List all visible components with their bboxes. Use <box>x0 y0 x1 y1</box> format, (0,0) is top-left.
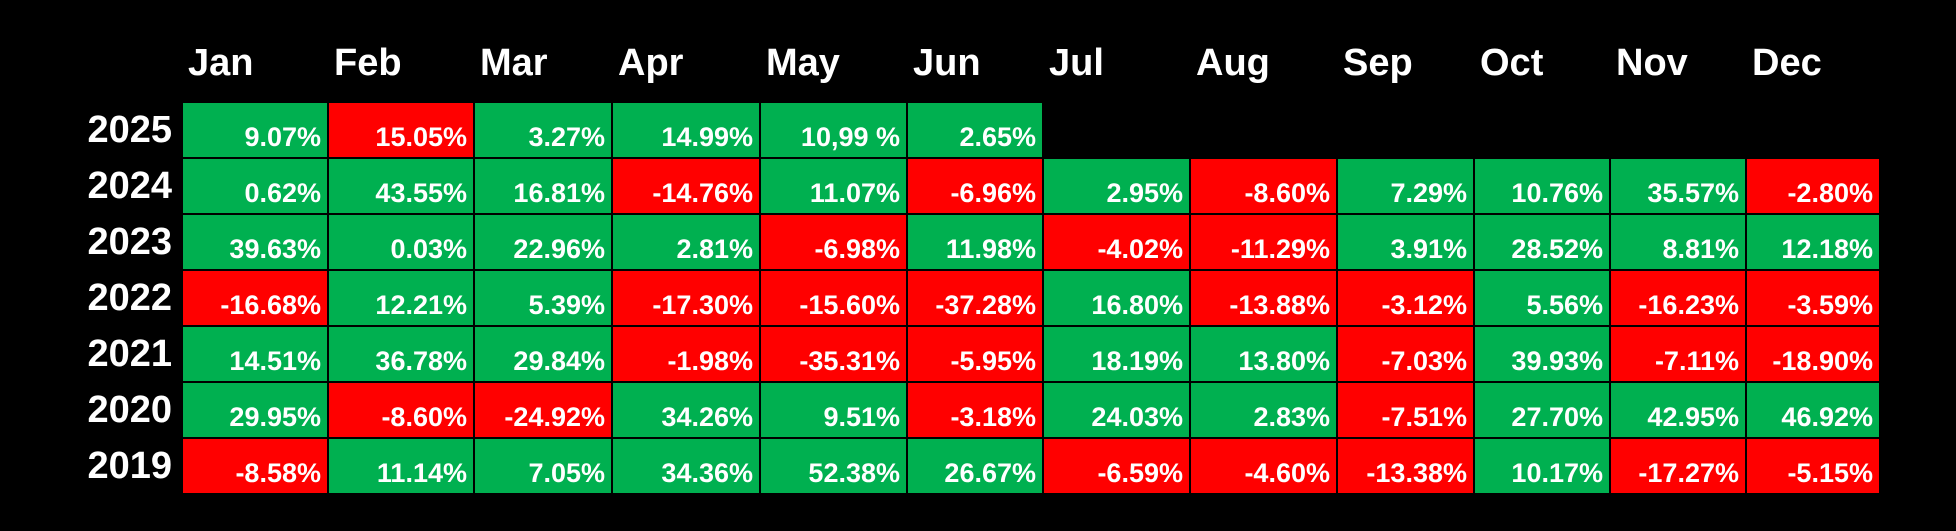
month-header-jul: Jul <box>1049 42 1104 84</box>
return-cell-2019-mar: 7.05% <box>474 438 612 494</box>
return-cell-2019-dec: -5.15% <box>1746 438 1880 494</box>
return-cell-2019-aug: -4.60% <box>1190 438 1337 494</box>
return-cell-2022-jan: -16.68% <box>182 270 328 326</box>
return-cell-2024-oct: 10.76% <box>1474 158 1610 214</box>
return-cell-2022-oct: 5.56% <box>1474 270 1610 326</box>
return-cell-2025-mar: 3.27% <box>474 102 612 158</box>
return-cell-2022-aug: -13.88% <box>1190 270 1337 326</box>
year-label-2020: 2020 <box>87 389 172 431</box>
return-cell-2023-jul: -4.02% <box>1043 214 1190 270</box>
return-cell-2021-oct: 39.93% <box>1474 326 1610 382</box>
return-cell-2024-sep: 7.29% <box>1337 158 1474 214</box>
return-cell-2025-jun: 2.65% <box>907 102 1043 158</box>
return-cell-2022-jun: -37.28% <box>907 270 1043 326</box>
return-cell-2021-jun: -5.95% <box>907 326 1043 382</box>
return-cell-2023-oct: 28.52% <box>1474 214 1610 270</box>
return-cell-2024-jun: -6.96% <box>907 158 1043 214</box>
return-cell-2023-apr: 2.81% <box>612 214 760 270</box>
return-cell-2023-feb: 0.03% <box>328 214 474 270</box>
return-cell-2020-apr: 34.26% <box>612 382 760 438</box>
return-cell-2021-mar: 29.84% <box>474 326 612 382</box>
return-cell-2019-sep: -13.38% <box>1337 438 1474 494</box>
return-cell-2024-apr: -14.76% <box>612 158 760 214</box>
return-cell-2021-jul: 18.19% <box>1043 326 1190 382</box>
return-cell-2020-mar: -24.92% <box>474 382 612 438</box>
return-cell-2022-jul: 16.80% <box>1043 270 1190 326</box>
year-label-2024: 2024 <box>87 165 172 207</box>
month-header-apr: Apr <box>618 42 684 84</box>
return-cell-2023-dec: 12.18% <box>1746 214 1880 270</box>
year-label-2022: 2022 <box>87 277 172 319</box>
return-cell-2025-may: 10,99 % <box>760 102 907 158</box>
return-cell-2019-may: 52.38% <box>760 438 907 494</box>
return-cell-2021-nov: -7.11% <box>1610 326 1746 382</box>
return-cell-2020-may: 9.51% <box>760 382 907 438</box>
return-cell-2023-jan: 39.63% <box>182 214 328 270</box>
return-cell-2020-jun: -3.18% <box>907 382 1043 438</box>
return-cell-2022-dec: -3.59% <box>1746 270 1880 326</box>
return-cell-2019-jun: 26.67% <box>907 438 1043 494</box>
year-label-2023: 2023 <box>87 221 172 263</box>
month-header-dec: Dec <box>1752 42 1822 84</box>
return-cell-2025-feb: 15.05% <box>328 102 474 158</box>
return-cell-2023-jun: 11.98% <box>907 214 1043 270</box>
month-header-nov: Nov <box>1616 42 1688 84</box>
month-header-jan: Jan <box>188 42 254 84</box>
return-cell-2020-jul: 24.03% <box>1043 382 1190 438</box>
return-cell-2024-feb: 43.55% <box>328 158 474 214</box>
return-cell-2023-mar: 22.96% <box>474 214 612 270</box>
return-cell-2022-sep: -3.12% <box>1337 270 1474 326</box>
return-cell-2024-may: 11.07% <box>760 158 907 214</box>
return-cell-2020-oct: 27.70% <box>1474 382 1610 438</box>
return-cell-2020-nov: 42.95% <box>1610 382 1746 438</box>
return-cell-2020-dec: 46.92% <box>1746 382 1880 438</box>
return-cell-2019-jan: -8.58% <box>182 438 328 494</box>
return-cell-2020-sep: -7.51% <box>1337 382 1474 438</box>
year-label-2019: 2019 <box>87 445 172 487</box>
month-header-sep: Sep <box>1343 42 1413 84</box>
return-cell-2022-may: -15.60% <box>760 270 907 326</box>
return-cell-2020-jan: 29.95% <box>182 382 328 438</box>
return-cell-2024-dec: -2.80% <box>1746 158 1880 214</box>
return-cell-2022-apr: -17.30% <box>612 270 760 326</box>
return-cell-2021-aug: 13.80% <box>1190 326 1337 382</box>
return-cell-2021-apr: -1.98% <box>612 326 760 382</box>
return-cell-2024-aug: -8.60% <box>1190 158 1337 214</box>
return-cell-2022-mar: 5.39% <box>474 270 612 326</box>
year-label-2021: 2021 <box>87 333 172 375</box>
month-header-mar: Mar <box>480 42 548 84</box>
month-header-may: May <box>766 42 840 84</box>
return-cell-2024-nov: 35.57% <box>1610 158 1746 214</box>
month-header-feb: Feb <box>334 42 402 84</box>
return-cell-2023-may: -6.98% <box>760 214 907 270</box>
return-cell-2019-oct: 10.17% <box>1474 438 1610 494</box>
return-cell-2020-feb: -8.60% <box>328 382 474 438</box>
return-cell-2019-nov: -17.27% <box>1610 438 1746 494</box>
return-cell-2024-jul: 2.95% <box>1043 158 1190 214</box>
return-cell-2021-feb: 36.78% <box>328 326 474 382</box>
return-cell-2025-apr: 14.99% <box>612 102 760 158</box>
return-cell-2021-may: -35.31% <box>760 326 907 382</box>
month-header-oct: Oct <box>1480 42 1544 84</box>
return-cell-2024-mar: 16.81% <box>474 158 612 214</box>
return-cell-2019-apr: 34.36% <box>612 438 760 494</box>
year-label-2025: 2025 <box>87 109 172 151</box>
return-cell-2024-jan: 0.62% <box>182 158 328 214</box>
return-cell-2023-sep: 3.91% <box>1337 214 1474 270</box>
return-cell-2019-feb: 11.14% <box>328 438 474 494</box>
month-header-aug: Aug <box>1196 42 1270 84</box>
return-cell-2023-nov: 8.81% <box>1610 214 1746 270</box>
return-cell-2021-sep: -7.03% <box>1337 326 1474 382</box>
return-cell-2019-jul: -6.59% <box>1043 438 1190 494</box>
return-cell-2022-nov: -16.23% <box>1610 270 1746 326</box>
month-header-jun: Jun <box>913 42 981 84</box>
return-cell-2025-jan: 9.07% <box>182 102 328 158</box>
return-cell-2021-dec: -18.90% <box>1746 326 1880 382</box>
return-cell-2022-feb: 12.21% <box>328 270 474 326</box>
return-cell-2023-aug: -11.29% <box>1190 214 1337 270</box>
return-cell-2021-jan: 14.51% <box>182 326 328 382</box>
return-cell-2020-aug: 2.83% <box>1190 382 1337 438</box>
